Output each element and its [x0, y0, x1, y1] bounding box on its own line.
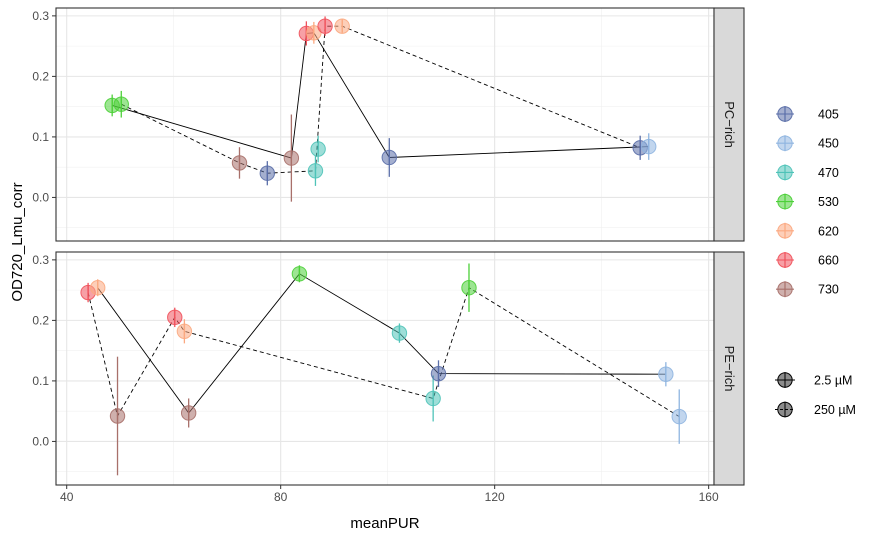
data-point [461, 263, 477, 312]
legend-label: 470 [818, 166, 839, 180]
legend-label: 405 [818, 108, 839, 122]
data-point [307, 155, 324, 186]
legend-label: 450 [818, 137, 839, 151]
y-tick-label: 0.0 [32, 434, 49, 448]
data-point [306, 21, 322, 44]
y-tick-label: 0.2 [32, 69, 49, 83]
data-points [80, 263, 687, 476]
data-point [425, 375, 441, 422]
legend-item-530: 530 [776, 193, 839, 210]
x-axis-title: meanPUR [350, 515, 419, 532]
y-axis-title: OD720_Lmu_corr [9, 182, 26, 301]
facet-strip-label: PE−rich [722, 346, 737, 392]
facet-strip [713, 251, 745, 486]
legend-item-730: 730 [776, 281, 839, 298]
data-point [176, 319, 193, 344]
y-tick-label: 0.1 [32, 374, 49, 388]
data-point [180, 398, 197, 428]
data-point [317, 16, 333, 36]
y-tick-label: 0.3 [32, 9, 49, 23]
legend-item-450: 450 [776, 135, 839, 152]
legend-co2-item: 2.5 µM [775, 372, 852, 388]
legend-item-620: 620 [776, 222, 839, 239]
legend-label: 620 [818, 224, 839, 238]
panel-background [56, 8, 714, 241]
data-point [231, 147, 248, 179]
x-tick-label: 160 [699, 490, 719, 504]
data-point [109, 356, 126, 476]
legend-label: 530 [818, 195, 839, 209]
legend-item-660: 660 [776, 252, 839, 268]
data-point [430, 360, 447, 387]
y-tick-label: 0.1 [32, 130, 49, 144]
data-point [381, 138, 397, 177]
legend-label: 730 [818, 283, 839, 297]
data-point [291, 265, 308, 283]
legend-label: 660 [818, 254, 839, 268]
legend-co2-item: 250 µM [775, 401, 856, 418]
panel-background [56, 252, 714, 485]
data-points [104, 16, 657, 202]
legend-label: 250 µM [814, 403, 856, 417]
facet-strip-label: PC−rich [722, 101, 737, 148]
data-point [658, 362, 674, 387]
data-point [310, 135, 326, 163]
data-point [283, 114, 300, 202]
panels: PC−rich 0.0 0.1 0.2 0.3 PE−rich 0.0 0.1 0.2 0.3 40… [32, 7, 745, 504]
line-2p5uM [97, 273, 666, 414]
data-point [90, 279, 106, 297]
data-point [391, 323, 408, 343]
legend: 405 450 470 530 620 660 730 2.5 µM 250 µM [775, 106, 856, 418]
x-tick-label: 40 [60, 490, 74, 504]
y-tick-label: 0.3 [32, 253, 49, 267]
data-point [113, 90, 129, 118]
data-point [259, 161, 276, 186]
panel-2: PE−rich 0.0 0.1 0.2 0.3 40 80 120 160 [32, 251, 745, 504]
data-point [671, 389, 687, 444]
legend-label: 2.5 µM [814, 374, 852, 388]
data-point [641, 133, 657, 160]
legend-item-470: 470 [776, 164, 839, 181]
data-point [167, 307, 183, 328]
x-tick-label: 120 [485, 490, 505, 504]
panel-1: PC−rich 0.0 0.1 0.2 0.3 [32, 7, 745, 242]
legend-item-405: 405 [776, 106, 839, 122]
y-tick-label: 0.2 [32, 313, 49, 327]
data-point [334, 18, 350, 34]
facet-strip [713, 7, 745, 242]
x-tick-label: 80 [274, 490, 288, 504]
y-tick-label: 0.0 [32, 190, 49, 204]
